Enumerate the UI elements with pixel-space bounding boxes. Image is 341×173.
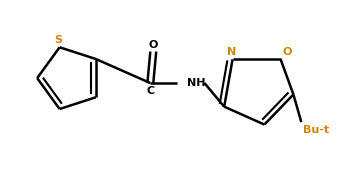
Text: N: N xyxy=(227,47,236,57)
Text: NH: NH xyxy=(187,78,205,88)
Text: O: O xyxy=(149,40,158,50)
Text: Bu-t: Bu-t xyxy=(303,125,329,135)
Text: O: O xyxy=(283,47,292,57)
Text: C: C xyxy=(146,86,154,96)
Text: S: S xyxy=(55,35,63,45)
